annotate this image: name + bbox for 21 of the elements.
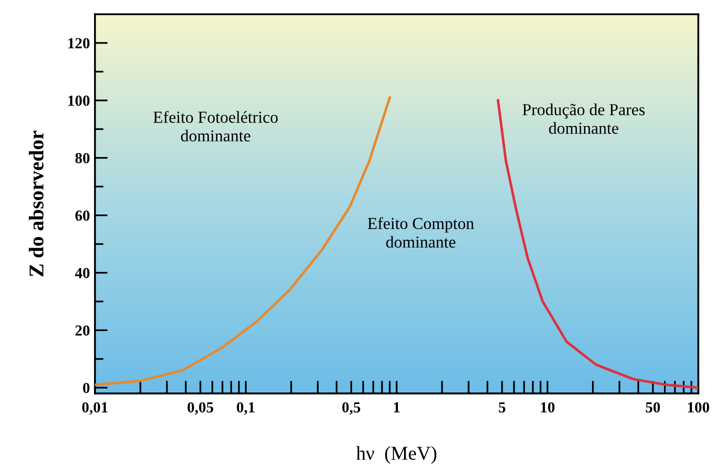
x-tick-label: 0,5	[342, 402, 360, 415]
y-tick-label: 100	[68, 96, 90, 106]
y-axis-title: Z do absorvedor	[28, 130, 44, 276]
x-tick-label: 1	[394, 402, 400, 412]
x-tick-label: 0,05	[188, 402, 214, 415]
x-tick-label: 5	[498, 402, 506, 413]
y-tick-label: 20	[75, 325, 90, 336]
y-tick-label: 40	[75, 268, 90, 278]
annotation: Efeito Fotoelétrico dominante	[153, 110, 278, 142]
y-tick-label: 120	[68, 38, 90, 48]
x-tick-label: 10	[541, 402, 555, 413]
annotation: Efeito Compton dominante	[368, 217, 474, 248]
x-axis-title: hν (MeV)	[356, 446, 436, 464]
y-tick-label: 80	[75, 152, 90, 164]
annotation: Produção de Pares dominante	[522, 104, 645, 134]
x-tick-label: 50	[646, 402, 660, 413]
x-tick-label: 0,1	[236, 402, 255, 415]
x-tick-label: 100	[688, 402, 710, 413]
y-tick-label: 0	[83, 382, 90, 394]
y-tick-label: 60	[75, 210, 90, 221]
x-tick-label: 0,01	[82, 402, 108, 415]
